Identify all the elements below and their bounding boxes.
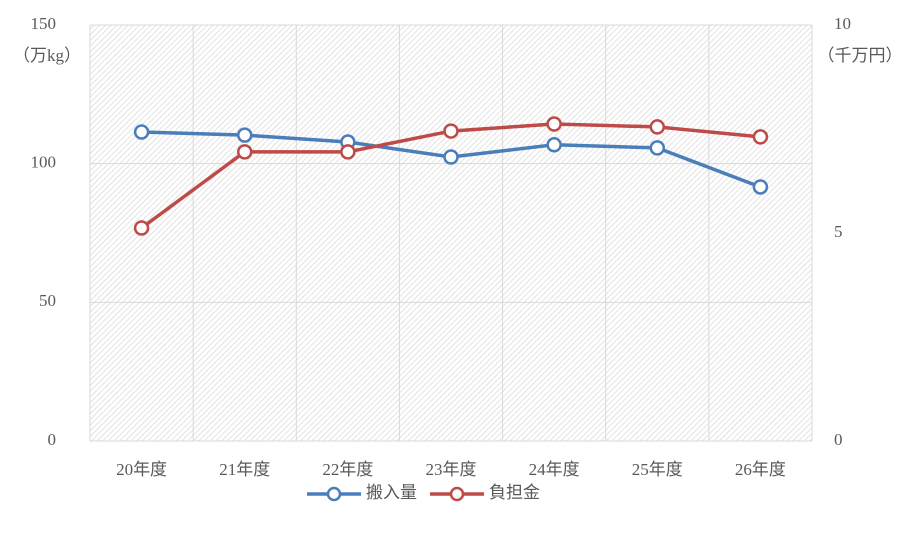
data-point <box>340 144 356 160</box>
y2-tick-label: 10 <box>834 14 851 33</box>
x-tick-label: 23年度 <box>426 460 477 479</box>
legend-marker <box>449 486 465 502</box>
x-tick-label: 20年度 <box>116 460 167 479</box>
y-tick-label: 100 <box>31 153 57 172</box>
x-tick-label: 25年度 <box>632 460 683 479</box>
legend-label: 搬入量 <box>366 483 417 502</box>
x-tick-label: 21年度 <box>219 460 270 479</box>
x-tick-label: 26年度 <box>735 460 786 479</box>
data-point <box>546 116 562 132</box>
legend-label: 負担金 <box>489 483 540 502</box>
y-axis-label: （万kg） <box>13 46 81 65</box>
y2-tick-label: 0 <box>834 430 843 449</box>
data-point <box>236 127 253 143</box>
y-tick-label: 0 <box>48 430 57 449</box>
y-tick-label: 150 <box>31 14 57 33</box>
data-point <box>133 124 150 140</box>
plot-area <box>90 25 812 441</box>
data-point <box>443 149 459 165</box>
data-point <box>752 179 769 195</box>
legend-marker <box>326 486 342 502</box>
data-point <box>752 129 769 145</box>
data-point <box>649 140 666 156</box>
y-tick-label: 50 <box>39 291 56 310</box>
data-point <box>236 144 253 160</box>
x-tick-label: 22年度 <box>322 460 373 479</box>
y2-axis-label: （千万円） <box>818 46 903 65</box>
data-point <box>649 119 666 135</box>
x-tick-label: 24年度 <box>529 460 580 479</box>
data-point <box>546 137 562 153</box>
data-point <box>443 123 459 139</box>
data-point <box>133 220 150 236</box>
y2-tick-label: 5 <box>834 222 843 241</box>
